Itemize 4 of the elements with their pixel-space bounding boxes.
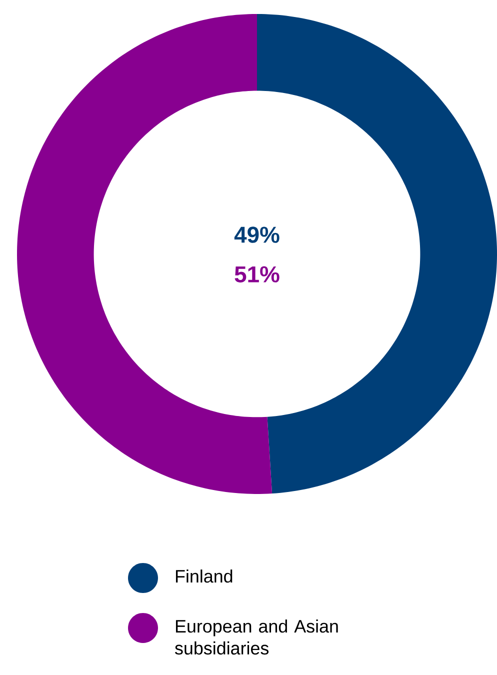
legend-label: European and Asian subsidiaries [175, 620, 338, 655]
data-label: 51% [234, 266, 280, 282]
legend-label: Finland [176, 570, 232, 583]
data-label: 49% [234, 226, 280, 243]
